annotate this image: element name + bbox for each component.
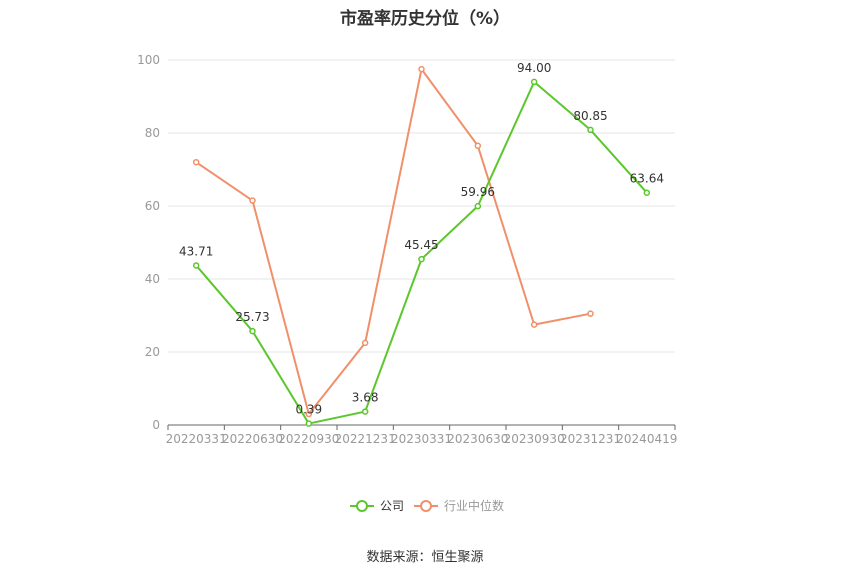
- data-point: [249, 327, 256, 335]
- data-label: 43.71: [179, 244, 213, 258]
- data-source: 数据来源：恒生聚源: [366, 550, 484, 565]
- y-tick-label: 60: [145, 199, 160, 213]
- chart-title: 市盈率历史分位（%）: [339, 9, 511, 29]
- data-label: 63.64: [630, 172, 664, 186]
- x-tick-label: 20220930: [278, 432, 339, 446]
- y-tick-label: 0: [152, 418, 160, 432]
- x-tick-label: 20220630: [222, 432, 283, 446]
- data-label: 80.85: [573, 109, 607, 123]
- data-point: [643, 189, 651, 196]
- x-tick-label: 20230630: [447, 432, 508, 446]
- x-tick-label: 20231231: [560, 432, 621, 446]
- y-tick-label: 20: [145, 345, 160, 359]
- data-point: [192, 158, 200, 166]
- data-point: [587, 126, 594, 134]
- data-point: [474, 142, 482, 150]
- data-point: [418, 255, 425, 263]
- legend-marker: [420, 500, 432, 512]
- y-tick-label: 40: [145, 272, 160, 286]
- data-point: [418, 65, 425, 73]
- data-point: [249, 197, 256, 204]
- data-label: 45.45: [404, 238, 438, 252]
- legend-label: 行业中位数: [444, 498, 504, 513]
- data-point: [530, 78, 538, 86]
- legend-marker: [356, 500, 368, 512]
- data-point: [587, 310, 594, 317]
- data-point: [530, 321, 538, 328]
- x-tick-label: 20221231: [335, 432, 396, 446]
- x-tick-label: 20230331: [391, 432, 452, 446]
- x-tick-label: 20230930: [504, 432, 565, 446]
- data-point: [192, 262, 200, 269]
- y-tick-label: 80: [145, 126, 160, 140]
- data-point: [474, 202, 482, 210]
- legend-label: 公司: [380, 499, 404, 513]
- x-tick-label: 20240419: [616, 432, 677, 446]
- data-label: 59.96: [461, 185, 495, 199]
- series-line-1: [195, 68, 591, 416]
- legend-item-0[interactable]: 公司: [350, 499, 404, 513]
- data-point: [361, 339, 369, 347]
- data-label: 94.00: [517, 61, 551, 75]
- data-label: 0.39: [295, 403, 322, 417]
- data-point: [305, 420, 313, 427]
- x-tick-label: 20220331: [166, 432, 227, 446]
- y-tick-label: 100: [137, 53, 160, 67]
- legend-item-1[interactable]: 行业中位数: [414, 498, 504, 513]
- data-point: [361, 408, 369, 415]
- data-point: [305, 410, 313, 418]
- data-label: 25.73: [235, 310, 269, 324]
- data-label: 3.68: [352, 391, 379, 405]
